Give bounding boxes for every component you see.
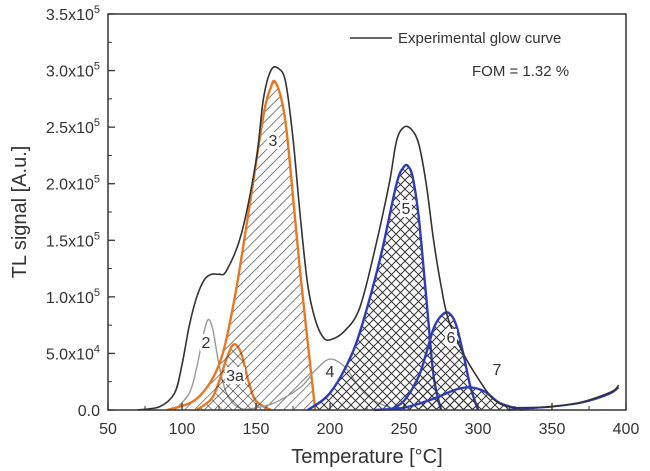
background-tail-curve (507, 386, 620, 411)
x-tick-label: 50 (99, 421, 117, 438)
x-tick-label: 300 (465, 421, 492, 438)
y-tick-label: 0.0 (78, 403, 100, 420)
peak-5-label-bg (400, 200, 412, 217)
y-tick-label: 3.0x105 (46, 61, 100, 81)
y-tick-label: 1.0x105 (46, 287, 100, 307)
y-tick-label: 3.5x105 (46, 4, 100, 24)
peak-6-label-bg (445, 329, 457, 346)
experimental-glow-curve (137, 66, 620, 411)
peak-5-curve (307, 163, 443, 411)
y-tick-label: 1.5x105 (46, 230, 100, 250)
legend: Experimental glow curve (350, 30, 561, 47)
x-tick-label: 150 (243, 421, 270, 438)
peak-3-curve (166, 79, 317, 412)
x-axis-title: Temperature [°C] (291, 446, 442, 468)
fom-annotation: FOM = 1.32 % (472, 63, 569, 80)
peak-3-label: 3 (269, 133, 278, 150)
peak-3-label-bg (267, 132, 279, 149)
peak-4-label: 4 (326, 364, 335, 381)
peak-5-fill (307, 164, 441, 410)
y-tick-label: 5.0x104 (46, 343, 100, 363)
y-tick-label: 2.0x105 (46, 174, 100, 194)
x-tick-label: 250 (391, 421, 418, 438)
legend-label: Experimental glow curve (398, 30, 561, 47)
peak-7-label-bg (491, 361, 503, 378)
peak-3a-label-bg (225, 367, 245, 384)
peak-4-label-bg (324, 363, 336, 380)
peak-6-label: 6 (447, 330, 456, 347)
peak-6-curve (388, 311, 480, 412)
y-axis: 0.0 5.0x104 1.0x105 1.5x105 2.0x105 2.5x105 3.… (46, 4, 115, 420)
x-axis: 50 100 150 200 250 300 350 400 (99, 403, 639, 438)
x-tick-label: 350 (539, 421, 566, 438)
peak-2-label-bg (200, 334, 212, 351)
x-tick-label: 400 (613, 421, 640, 438)
y-tick-label: 2.5x105 (46, 117, 100, 137)
peak-components (166, 79, 620, 412)
peak-labels: 2 3a 3 4 5 6 7 (200, 132, 503, 385)
peak-5-label: 5 (402, 201, 411, 218)
peak-3a-label: 3a (226, 368, 244, 385)
y-axis-title: TL signal [A.u.] (9, 146, 31, 279)
peak-7-label: 7 (493, 362, 502, 379)
peak-3-fill (167, 80, 316, 410)
experimental-curve-layer (137, 66, 620, 411)
peak-2-label: 2 (202, 335, 211, 352)
x-tick-label: 200 (317, 421, 344, 438)
x-tick-label: 100 (169, 421, 196, 438)
